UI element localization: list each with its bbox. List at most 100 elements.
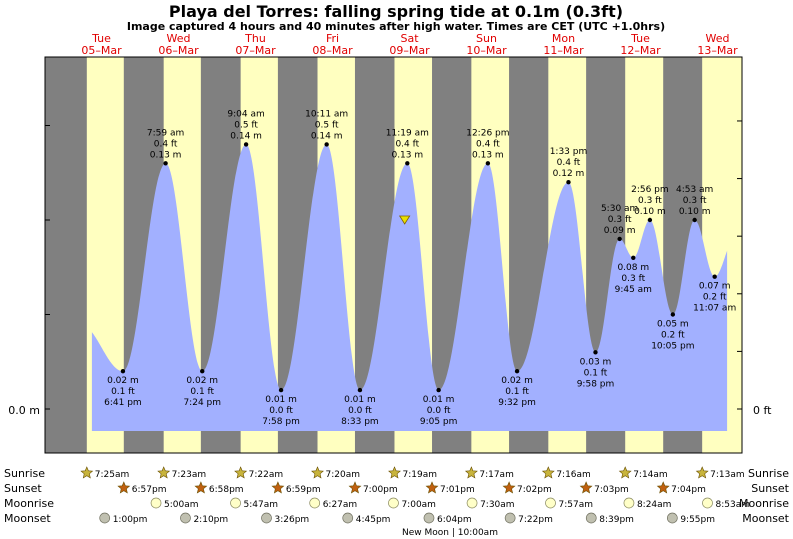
moonset-icon: [180, 512, 191, 524]
low-tide-marker: 0.02 m0.1 ft6:41 pm: [104, 369, 142, 408]
moonset-icon: [423, 512, 435, 524]
tide-label-height_ft: 0.4 ft: [395, 139, 419, 149]
high-tide-marker: 5:30 am0.3 ft0.09 m: [601, 204, 638, 242]
moonrise-icon: [623, 497, 635, 509]
tide-label-height_m: 0.01 m: [423, 395, 455, 405]
moonrise-icon: [545, 497, 556, 509]
tide-label-height_ft: 0.4 ft: [476, 139, 500, 149]
moonset-icon: [342, 512, 354, 524]
sunrise-icon: [311, 466, 324, 479]
moonrise-time: 7:00am: [401, 500, 436, 510]
tide-label-height_m: 0.01 m: [344, 395, 376, 405]
moonrise-time: 6:27am: [323, 500, 358, 510]
tide-curve-area: [91, 144, 728, 431]
day-name: Fri: [326, 32, 339, 45]
moonset-icon: [666, 512, 678, 524]
tide-point: [712, 274, 717, 279]
tide-label-height_m: 0.03 m: [580, 357, 612, 367]
tide-label-height_ft: 0.3 ft: [638, 196, 662, 206]
moonrise-icon: [702, 497, 713, 509]
tide-label-time: 7:58 pm: [262, 417, 300, 427]
tide-label-height_ft: 0.3 ft: [621, 274, 645, 284]
y-axis-label-left: 0.0 m: [8, 404, 40, 417]
day-name: Wed: [167, 32, 191, 45]
tide-label-time: 11:19 am: [386, 128, 429, 138]
low-tide-marker: 0.01 m0.0 ft7:58 pm: [262, 387, 300, 427]
tide-label-time: 12:26 pm: [466, 128, 509, 138]
tide-label-time: 6:41 pm: [104, 398, 142, 408]
new-moon-label: New Moon | 10:00am: [402, 528, 498, 538]
tide-label-time: 7:24 pm: [183, 398, 221, 408]
moonset-icon: [99, 512, 111, 524]
sunset-time: 7:04pm: [671, 485, 706, 495]
moonrise-icon: [388, 497, 399, 509]
moonset-time: 9:55pm: [680, 515, 715, 525]
day-name: Mon: [552, 32, 575, 45]
tide-label-height_m: 0.10 m: [634, 207, 666, 217]
high-tide-marker: 1:33 pm0.4 ft0.12 m: [550, 147, 587, 185]
tide-point: [692, 217, 697, 223]
day-date: 06–Mar: [158, 44, 199, 57]
tide-label-time: 9:05 pm: [420, 417, 458, 427]
moonrise-icon: [150, 497, 162, 509]
sunset-time: 6:57pm: [132, 485, 167, 495]
tide-label-height_ft: 0.4 ft: [557, 158, 581, 168]
chart-title: Playa del Torres: falling spring tide at…: [169, 2, 623, 21]
tide-label-height_m: 0.13 m: [472, 150, 504, 160]
tide-label-height_m: 0.14 m: [311, 131, 343, 141]
sunset-icon: [579, 481, 593, 494]
tide-point: [405, 161, 410, 166]
tide-label-height_m: 0.07 m: [699, 282, 731, 292]
sunrise-time: 7:16am: [556, 470, 591, 480]
chart-subtitle: Image captured 4 hours and 40 minutes af…: [127, 20, 665, 33]
sunrise-icon: [541, 466, 555, 479]
tide-point: [200, 369, 205, 374]
sunset-icon: [194, 481, 208, 494]
day-date: 08–Mar: [312, 44, 353, 57]
row-label-right-moonrise: Moonrise: [739, 497, 789, 510]
tide-label-height_m: 0.01 m: [265, 395, 297, 405]
sunset-time: 6:58pm: [209, 485, 244, 495]
tide-label-height_m: 0.12 m: [553, 169, 585, 179]
tide-point: [485, 161, 491, 166]
tide-label-time: 10:05 pm: [651, 342, 694, 352]
tide-extrema: 0.02 m0.1 ft6:41 pm7:59 am0.4 ft0.13 m0.…: [104, 109, 736, 427]
sunrise-time: 7:20am: [326, 470, 361, 480]
day-date: 12–Mar: [620, 44, 661, 57]
sunset-icon: [271, 481, 285, 494]
moonset-time: 2:10pm: [193, 515, 228, 525]
day-name: Wed: [706, 32, 730, 45]
y-axis-label-right: 0 ft: [753, 404, 772, 417]
tide-point: [514, 369, 520, 374]
row-label-right-sunset: Sunset: [751, 482, 789, 495]
tide-label-height_m: 0.13 m: [391, 150, 423, 160]
sunset-icon: [656, 481, 670, 494]
day-labels: Tue05–MarWed06–MarThu07–MarFri08–MarSat0…: [81, 32, 738, 57]
row-label-sunrise: Sunrise: [4, 467, 45, 480]
tide-label-height_m: 0.02 m: [186, 376, 218, 386]
tide-point: [670, 312, 676, 317]
moonrise-time: 7:57am: [559, 500, 594, 510]
sunset-time: 7:03pm: [594, 485, 629, 495]
low-tide-marker: 0.01 m0.0 ft8:33 pm: [341, 387, 379, 427]
low-tide-marker: 0.01 m0.0 ft9:05 pm: [420, 387, 458, 427]
moonrise-icon: [309, 497, 321, 509]
day-date: 07–Mar: [235, 44, 276, 57]
moonset-time: 3:26pm: [275, 515, 310, 525]
moonrise-time: 5:47am: [244, 500, 279, 510]
tide-label-height_ft: 0.1 ft: [111, 387, 135, 397]
day-name: Tue: [630, 32, 650, 45]
high-tide-marker: 10:11 am0.5 ft0.14 m: [305, 109, 348, 147]
current-level-marker: [398, 215, 411, 225]
high-tide-marker: 2:56 pm0.3 ft0.10 m: [631, 185, 669, 223]
row-label-right-sunrise: Sunrise: [748, 467, 789, 480]
moonset-time: 8:39pm: [599, 515, 634, 525]
row-label-moonset: Moonset: [4, 512, 51, 525]
tide-label-height_m: 0.09 m: [604, 226, 636, 236]
tide-label-time: 7:59 am: [147, 128, 184, 138]
sunrise-time: 7:17am: [479, 470, 514, 480]
moonrise-icon: [466, 497, 478, 509]
sunrise-time: 7:13am: [710, 470, 745, 480]
moonrise-time: 8:53am: [715, 500, 750, 510]
